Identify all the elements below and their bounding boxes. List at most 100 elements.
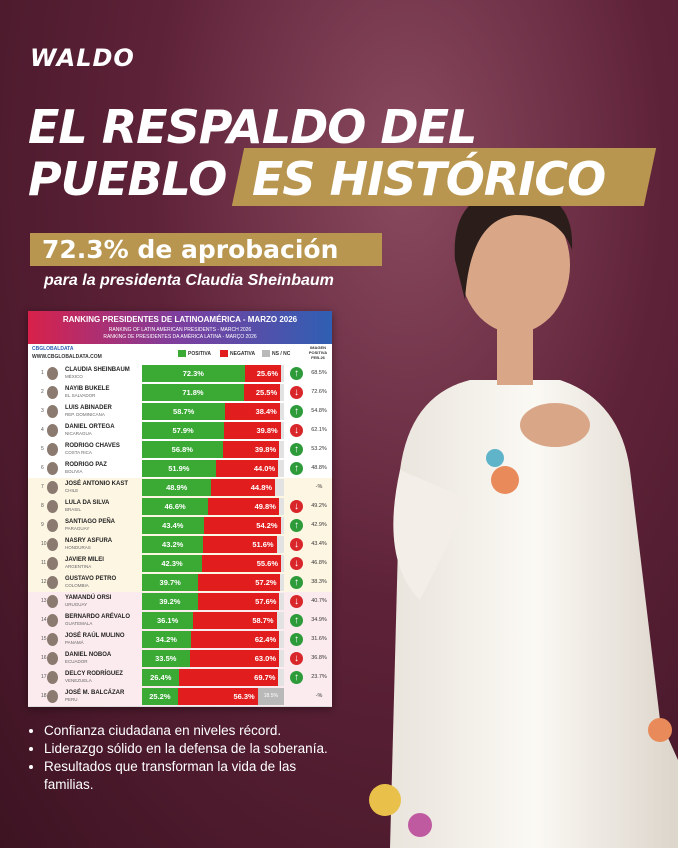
negative-bar: 39.8% — [224, 422, 281, 439]
positive-bar: 39.7% — [142, 574, 199, 591]
country: EL SALVADOR — [65, 393, 96, 398]
president-name: NASRY ASFURA — [65, 538, 113, 544]
country: ECUADOR — [65, 659, 88, 664]
previous-value: 46.8% — [311, 560, 327, 566]
negative-label: 56.3% — [233, 692, 255, 701]
portrait — [47, 671, 58, 684]
positive-label: 39.2% — [159, 597, 181, 606]
portrait — [47, 576, 58, 589]
approval-figure: 72.3% de aprobación — [42, 235, 339, 264]
trend-arrow: ↑ — [290, 671, 303, 684]
negative-label: 25.6% — [256, 369, 278, 378]
positive-label: 26.4% — [150, 673, 172, 682]
previous-value: 36.8% — [311, 655, 327, 661]
president-name: BERNARDO ARÉVALO — [65, 614, 131, 620]
president-name: DELCY RODRÍGUEZ — [65, 671, 123, 677]
previous-header: IMAGEN POSITIVA FEB-26 — [308, 345, 328, 360]
previous-value: 53.2% — [311, 446, 327, 452]
table-row: 6 RODRIGO PAZ BOLIVIA 51.9% 44.0% ↑ 48.8% — [28, 459, 332, 479]
positive-bar: 26.4% — [142, 669, 180, 686]
portrait — [47, 690, 58, 703]
portrait — [47, 386, 58, 399]
positive-bar: 58.7% — [142, 403, 226, 420]
rank: 9 — [41, 522, 44, 528]
negative-bar: 25.6% — [244, 365, 281, 382]
country: COSTA RICA — [65, 450, 92, 455]
positive-label: 34.2% — [155, 635, 177, 644]
president-name: LULA DA SILVA — [65, 500, 110, 506]
table-row: 14 BERNARDO ARÉVALO GUATEMALA 36.1% 58.7% ↑ 34… — [28, 611, 332, 631]
positive-label: 58.7% — [173, 407, 195, 416]
trend-arrow: ↑ — [290, 367, 303, 380]
legend-swatch — [178, 350, 186, 357]
table-title: RANKING PRESIDENTES DE LATINOAMÉRICA - M… — [62, 315, 298, 324]
positive-bar: 51.9% — [142, 460, 216, 477]
country: MÉXICO — [65, 374, 83, 379]
previous-value: 31.6% — [311, 636, 327, 642]
rank: 2 — [41, 389, 44, 395]
positive-bar: 71.8% — [142, 384, 244, 401]
legend-swatch — [262, 350, 270, 357]
country: URUGUAY — [65, 602, 88, 607]
negative-label: 54.2% — [256, 521, 278, 530]
trend-arrow: ↓ — [290, 424, 303, 437]
table-row: 3 LUIS ABINADER REP. DOMINICANA 58.7% 38.4% ↑… — [28, 402, 332, 422]
source: CBGLOBALDATA — [32, 346, 74, 352]
trend-arrow: ↑ — [290, 614, 303, 627]
table-row: 4 DANIEL ORTEGA NICARAGUA 57.9% 39.8% ↓ 62.1% — [28, 421, 332, 441]
positive-label: 48.9% — [166, 483, 188, 492]
negative-bar: 63.0% — [189, 650, 280, 667]
rank: 6 — [41, 465, 44, 471]
approval-subtitle: para la presidenta Claudia Sheinbaum — [44, 272, 334, 289]
bullet-item: Confianza ciudadana en niveles récord. — [44, 722, 344, 740]
legend-swatch — [220, 350, 228, 357]
previous-value: 68.5% — [311, 370, 327, 376]
negative-bar: 69.7% — [179, 669, 279, 686]
rank: 7 — [41, 484, 44, 490]
positive-bar: 33.5% — [142, 650, 190, 667]
portrait — [47, 633, 58, 646]
undecided-bar: 18.5% — [257, 688, 284, 705]
negative-bar: 44.0% — [215, 460, 279, 477]
undecided-label: 18.5% — [263, 693, 278, 699]
portrait — [47, 462, 58, 475]
brand-logo: WALDO — [30, 44, 135, 72]
portrait — [47, 481, 58, 494]
previous-value: 23.7% — [311, 674, 327, 680]
portrait — [47, 424, 58, 437]
rank: 13 — [41, 598, 47, 604]
rank: 3 — [41, 408, 44, 414]
country: GUATEMALA — [65, 621, 93, 626]
trend-arrow: ↓ — [290, 595, 303, 608]
negative-bar: 62.4% — [190, 631, 280, 648]
rank: 1 — [41, 370, 44, 376]
table-row: 9 SANTIAGO PEÑA PARAGUAY 43.4% 54.2% ↑ 42.9% — [28, 516, 332, 536]
negative-label: 39.8% — [254, 445, 277, 454]
rank: 10 — [41, 541, 47, 547]
country: BRASIL — [65, 507, 82, 512]
positive-bar: 25.2% — [142, 688, 178, 705]
legend: CBGLOBALDATA WWW.CBGLOBALDATA.COM IMAGEN… — [28, 344, 332, 364]
negative-bar: 57.6% — [197, 593, 280, 610]
negative-label: 55.6% — [256, 559, 278, 568]
previous-value: 34.9% — [311, 617, 327, 623]
bullet-list: Confianza ciudadana en niveles récord.Li… — [28, 722, 344, 794]
negative-label: 63.0% — [254, 654, 277, 663]
president-name: DANIEL ORTEGA — [65, 424, 115, 430]
trend-arrow: ↓ — [290, 538, 303, 551]
negative-label: 49.8% — [254, 502, 276, 511]
positive-bar: 39.2% — [142, 593, 198, 610]
negative-label: 38.4% — [255, 407, 277, 416]
table-subtitle: RANKING DE PRESIDENTES DA AMÉRICA LATINA… — [103, 334, 257, 340]
rank: 15 — [41, 636, 47, 642]
portrait — [47, 405, 58, 418]
president-name: YAMANDÚ ORSI — [65, 595, 112, 601]
portrait — [47, 614, 58, 627]
table-row: 8 LULA DA SILVA BRASIL 46.6% 49.8% ↓ 49.2% — [28, 497, 332, 517]
table-header: RANKING PRESIDENTES DE LATINOAMÉRICA - M… — [28, 311, 332, 344]
positive-label: 43.4% — [162, 521, 184, 530]
portrait — [47, 500, 58, 513]
table-row: 13 YAMANDÚ ORSI URUGUAY 39.2% 57.6% ↓ 40.7% — [28, 592, 332, 612]
president-name: NAYIB BUKELE — [65, 386, 110, 392]
